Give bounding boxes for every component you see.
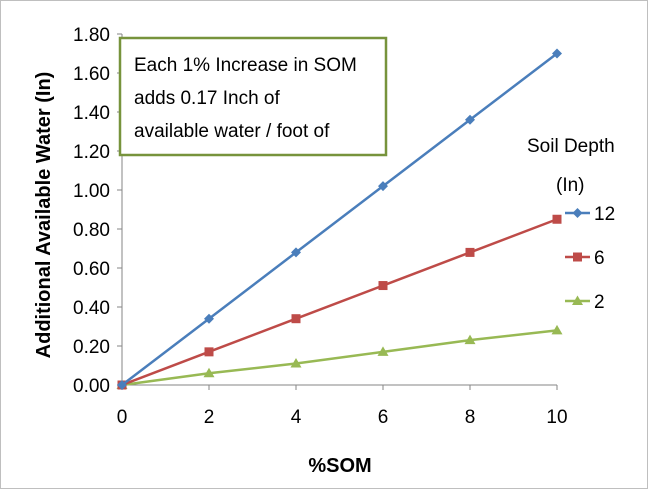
annotation-border bbox=[118, 36, 388, 157]
data-point bbox=[378, 281, 388, 291]
y-tick-label: 0.40 bbox=[73, 298, 110, 319]
y-tick-label: 1.40 bbox=[73, 103, 110, 124]
x-tick-label: 4 bbox=[291, 407, 302, 428]
legend-swatch-marker bbox=[573, 252, 582, 262]
data-point bbox=[204, 347, 214, 357]
legend-title-line-1: Soil Depth bbox=[527, 136, 615, 157]
y-tick-label: 1.80 bbox=[73, 25, 110, 46]
x-tick-label: 0 bbox=[117, 407, 128, 428]
x-tick-label: 8 bbox=[465, 407, 476, 428]
y-tick-label: 1.60 bbox=[73, 64, 110, 85]
legend: Soil Depth (In) 12 6 2 bbox=[527, 136, 615, 313]
data-point bbox=[117, 380, 127, 390]
annotation-line-2: adds 0.17 Inch of bbox=[134, 88, 280, 109]
data-point bbox=[291, 247, 301, 258]
y-tick-label: 0.00 bbox=[73, 376, 110, 397]
data-point bbox=[552, 214, 562, 224]
series-line-6 bbox=[121, 218, 558, 387]
legend-label: 6 bbox=[594, 248, 605, 269]
y-tick-label: 0.20 bbox=[73, 337, 110, 358]
legend-label: 12 bbox=[594, 204, 615, 225]
series-line-12 bbox=[121, 52, 558, 386]
y-tick-label: 0.60 bbox=[73, 259, 110, 280]
x-tick-label: 2 bbox=[204, 407, 215, 428]
data-point bbox=[204, 313, 214, 324]
legend-title-line-2: (In) bbox=[556, 175, 585, 196]
data-point bbox=[203, 367, 215, 378]
data-point bbox=[551, 324, 563, 335]
legend-item-12: 12 bbox=[565, 204, 615, 225]
data-point bbox=[377, 346, 389, 356]
data-point bbox=[465, 114, 475, 125]
data-point bbox=[291, 314, 301, 324]
legend-entries: 12 6 2 bbox=[565, 204, 615, 313]
annotation-box: Each 1% Increase in SOM adds 0.17 Inch o… bbox=[118, 36, 388, 157]
legend-label: 2 bbox=[594, 292, 605, 313]
data-point bbox=[552, 48, 562, 59]
data-point bbox=[465, 247, 475, 257]
y-axis-ticks: 0.00 0.20 0.40 0.60 0.80 1.00 1.20 1.40 1.60 1.80 bbox=[73, 25, 122, 397]
legend-swatch-marker bbox=[572, 295, 583, 305]
y-tick-label: 1.20 bbox=[73, 142, 110, 163]
x-tick-label: 10 bbox=[546, 407, 567, 428]
y-tick-label: 0.80 bbox=[73, 220, 110, 241]
annotation-line-3: available water / foot of bbox=[134, 121, 330, 142]
legend-swatch-marker bbox=[572, 208, 583, 218]
x-tick-label: 6 bbox=[378, 407, 389, 428]
x-axis-ticks: 0 2 4 6 8 10 bbox=[117, 385, 568, 428]
data-point bbox=[290, 358, 302, 368]
series-line-2 bbox=[121, 329, 558, 387]
x-axis-title: %SOM bbox=[308, 455, 371, 477]
annotation-line-1: Each 1% Increase in SOM bbox=[134, 55, 357, 76]
data-point bbox=[378, 181, 388, 192]
y-tick-label: 1.00 bbox=[73, 181, 110, 202]
series-2 bbox=[116, 324, 563, 389]
legend-item-2: 2 bbox=[565, 292, 605, 313]
series-layer bbox=[116, 48, 563, 390]
series-12 bbox=[117, 48, 562, 390]
y-axis-title: Additional Available Water (In) bbox=[33, 72, 55, 359]
legend-item-6: 6 bbox=[565, 248, 605, 269]
data-point bbox=[464, 334, 476, 345]
